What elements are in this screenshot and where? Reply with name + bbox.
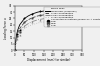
Y-axis label: Loading Force u: Loading Force u [4,17,8,39]
Legend: Bored piles, Measured (Numerov), 0.3D consolidation, 0.5D consolidation, 0.7D co: Bored piles, Measured (Numerov), 0.3D co… [44,7,100,27]
X-axis label: Displacement (mm) (or similar): Displacement (mm) (or similar) [27,58,70,62]
